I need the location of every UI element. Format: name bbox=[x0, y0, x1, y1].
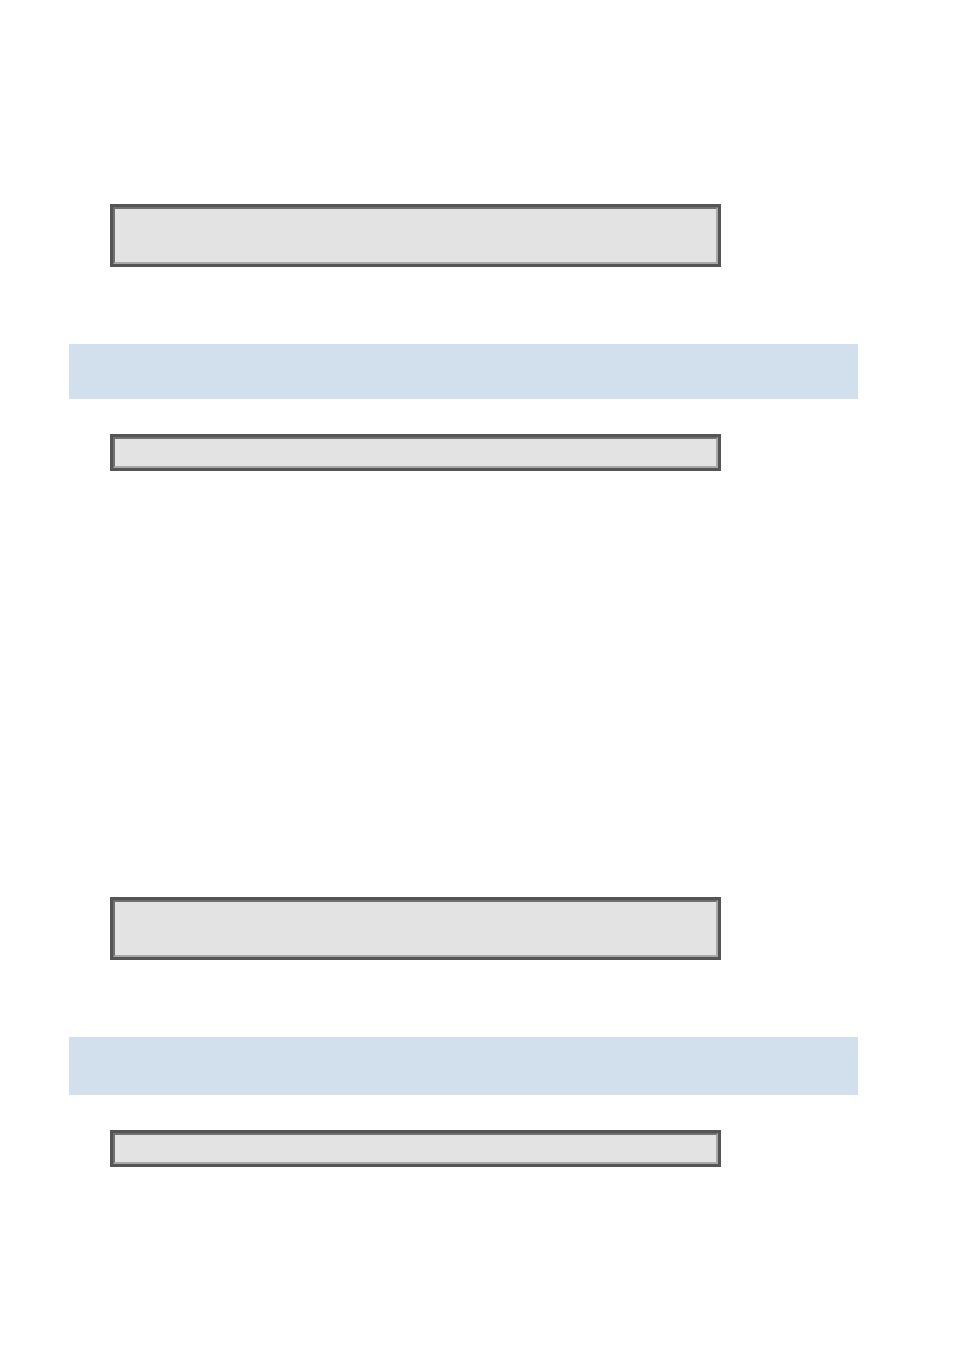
code-block-4-inner bbox=[113, 1133, 718, 1164]
section-heading-bar-1 bbox=[69, 344, 858, 399]
code-block-2-inner bbox=[113, 437, 718, 468]
code-block-2 bbox=[110, 434, 721, 471]
code-block-4 bbox=[110, 1130, 721, 1167]
code-block-1 bbox=[110, 204, 721, 267]
section-heading-bar-2 bbox=[69, 1037, 858, 1095]
code-block-1-inner bbox=[113, 207, 718, 264]
code-block-3-inner bbox=[113, 900, 718, 957]
code-block-3 bbox=[110, 897, 721, 960]
